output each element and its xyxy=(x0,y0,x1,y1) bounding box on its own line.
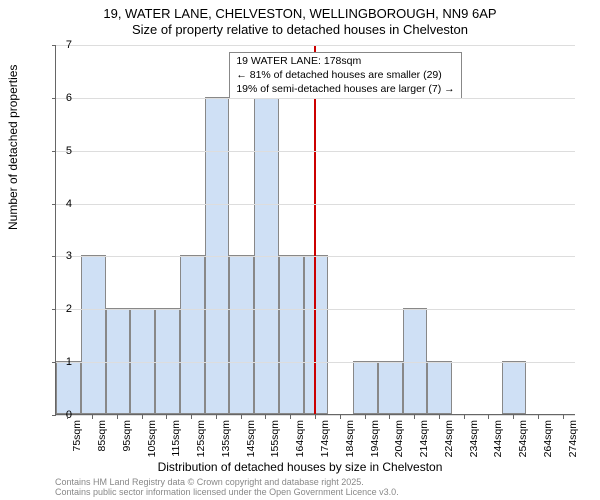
gridline xyxy=(56,204,575,205)
xtick-mark xyxy=(290,415,291,419)
annotation-line3: 19% of semi-detached houses are larger (… xyxy=(236,83,454,97)
bar xyxy=(155,308,180,414)
xtick-label: 254sqm xyxy=(517,420,529,464)
ytick-label: 2 xyxy=(52,303,72,315)
xtick-label: 214sqm xyxy=(418,420,430,464)
xtick-mark xyxy=(464,415,465,419)
bar xyxy=(180,255,205,414)
annotation-line2: ← 81% of detached houses are smaller (29… xyxy=(236,69,454,83)
xtick-label: 155sqm xyxy=(269,420,281,464)
xtick-mark xyxy=(439,415,440,419)
ytick-label: 0 xyxy=(52,409,72,421)
xtick-mark xyxy=(67,415,68,419)
ytick-label: 5 xyxy=(52,145,72,157)
xtick-mark xyxy=(117,415,118,419)
xtick-label: 125sqm xyxy=(195,420,207,464)
reference-line xyxy=(314,45,316,414)
bar xyxy=(279,255,304,414)
gridline xyxy=(56,151,575,152)
xtick-label: 115sqm xyxy=(170,420,182,464)
xtick-label: 135sqm xyxy=(220,420,232,464)
gridline xyxy=(56,256,575,257)
bar xyxy=(502,361,527,414)
xtick-mark xyxy=(216,415,217,419)
bar xyxy=(205,97,230,414)
xtick-mark xyxy=(142,415,143,419)
bar xyxy=(81,255,106,414)
ytick-label: 4 xyxy=(52,198,72,210)
xtick-mark xyxy=(488,415,489,419)
ytick-label: 1 xyxy=(52,356,72,368)
xtick-label: 274sqm xyxy=(567,420,579,464)
xtick-label: 164sqm xyxy=(294,420,306,464)
ytick-label: 3 xyxy=(52,250,72,262)
xtick-mark xyxy=(340,415,341,419)
xtick-label: 194sqm xyxy=(369,420,381,464)
xtick-mark xyxy=(241,415,242,419)
bar xyxy=(304,255,329,414)
xtick-mark xyxy=(414,415,415,419)
gridline xyxy=(56,98,575,99)
annotation-box: 19 WATER LANE: 178sqm ← 81% of detached … xyxy=(229,52,461,99)
xtick-label: 105sqm xyxy=(146,420,158,464)
bar xyxy=(353,361,378,414)
xtick-label: 75sqm xyxy=(71,420,83,464)
gridline xyxy=(56,309,575,310)
gridline xyxy=(56,45,575,46)
bar xyxy=(403,308,428,414)
xtick-label: 184sqm xyxy=(344,420,356,464)
bar xyxy=(56,361,81,414)
xtick-mark xyxy=(538,415,539,419)
xtick-label: 95sqm xyxy=(121,420,133,464)
xtick-label: 204sqm xyxy=(393,420,405,464)
bar xyxy=(106,308,131,414)
ytick-label: 6 xyxy=(52,92,72,104)
bar xyxy=(427,361,452,414)
annotation-line1: 19 WATER LANE: 178sqm xyxy=(236,55,454,69)
xtick-label: 264sqm xyxy=(542,420,554,464)
bar xyxy=(229,255,254,414)
xtick-mark xyxy=(265,415,266,419)
xtick-mark xyxy=(92,415,93,419)
xtick-mark xyxy=(365,415,366,419)
xtick-label: 174sqm xyxy=(319,420,331,464)
chart-title-line2: Size of property relative to detached ho… xyxy=(0,22,600,37)
xtick-label: 244sqm xyxy=(492,420,504,464)
xtick-mark xyxy=(166,415,167,419)
y-axis-label: Number of detached properties xyxy=(6,65,20,230)
xtick-mark xyxy=(389,415,390,419)
xtick-label: 145sqm xyxy=(245,420,257,464)
bar xyxy=(254,97,279,414)
xtick-mark xyxy=(513,415,514,419)
gridline xyxy=(56,362,575,363)
bar xyxy=(378,361,403,414)
xtick-label: 224sqm xyxy=(443,420,455,464)
xtick-mark xyxy=(315,415,316,419)
footer-line2: Contains public sector information licen… xyxy=(55,488,399,498)
chart-title-line1: 19, WATER LANE, CHELVESTON, WELLINGBOROU… xyxy=(0,6,600,21)
plot-area: 19 WATER LANE: 178sqm ← 81% of detached … xyxy=(55,45,575,415)
chart-container: { "chart": { "type": "histogram", "title… xyxy=(0,0,600,500)
footer-text: Contains HM Land Registry data © Crown c… xyxy=(55,478,399,498)
xtick-label: 234sqm xyxy=(468,420,480,464)
ytick-label: 7 xyxy=(52,39,72,51)
xtick-label: 85sqm xyxy=(96,420,108,464)
xtick-mark xyxy=(563,415,564,419)
xtick-mark xyxy=(191,415,192,419)
bar xyxy=(130,308,155,414)
